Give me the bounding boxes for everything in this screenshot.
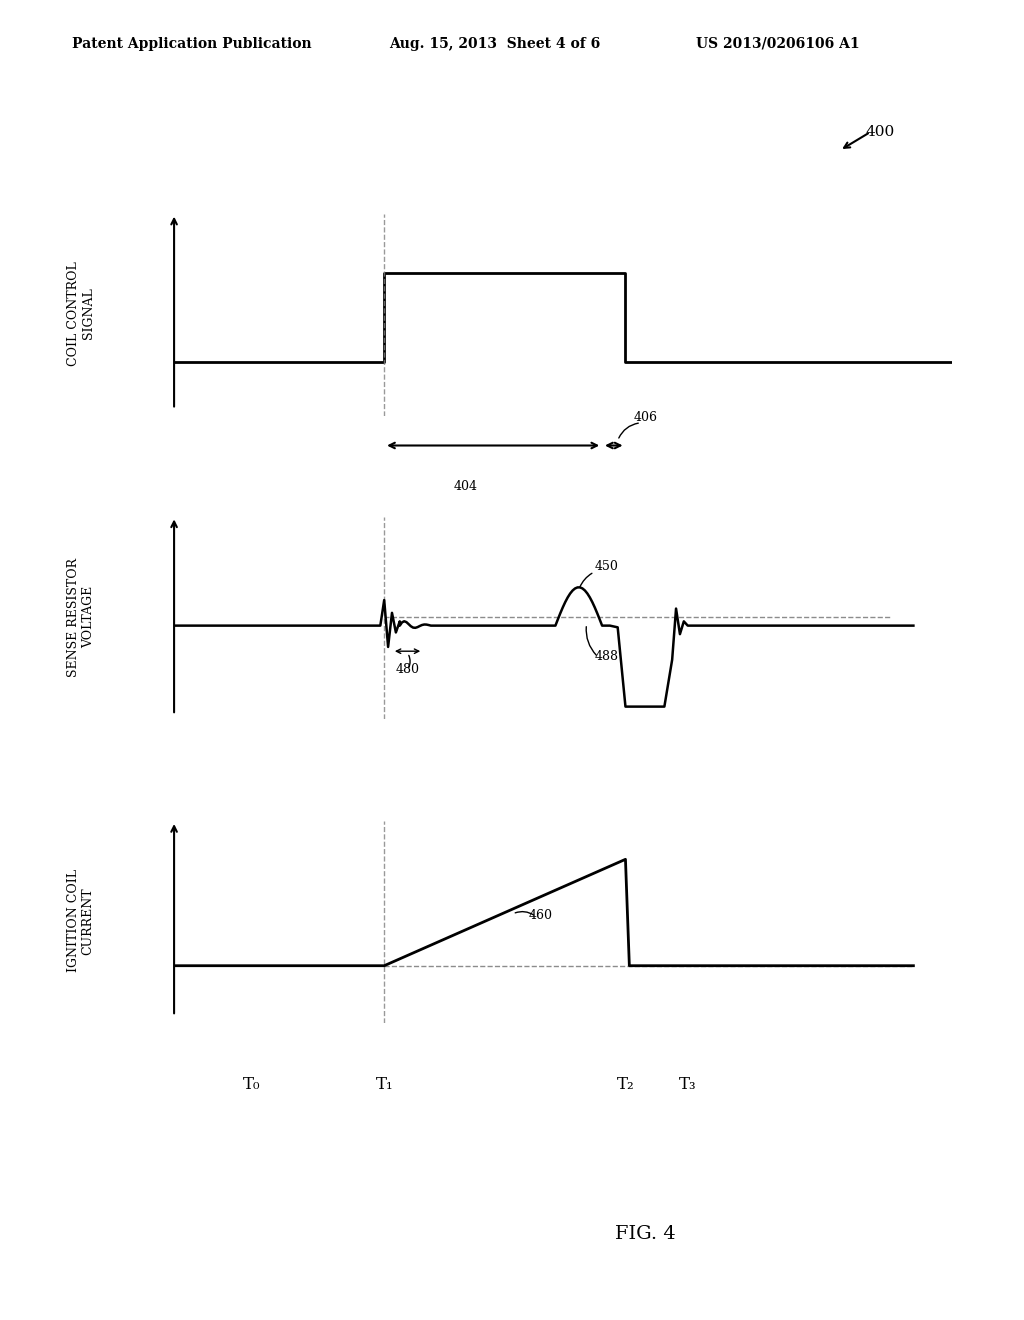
Text: 406: 406 <box>633 411 657 424</box>
Text: SENSE RESISTOR
VOLTAGE: SENSE RESISTOR VOLTAGE <box>67 557 94 677</box>
Text: Patent Application Publication: Patent Application Publication <box>72 37 311 51</box>
Text: COIL CONTROL
SIGNAL: COIL CONTROL SIGNAL <box>67 261 94 366</box>
Text: 400: 400 <box>865 125 895 139</box>
Text: T₀: T₀ <box>243 1076 261 1093</box>
Text: US 2013/0206106 A1: US 2013/0206106 A1 <box>696 37 860 51</box>
Text: FIG. 4: FIG. 4 <box>614 1225 676 1243</box>
Text: T₃: T₃ <box>679 1076 696 1093</box>
Text: 450: 450 <box>594 560 618 573</box>
Text: IGNITION COIL
CURRENT: IGNITION COIL CURRENT <box>67 869 94 973</box>
Text: 460: 460 <box>528 909 552 923</box>
Text: 480: 480 <box>395 663 420 676</box>
Text: 488: 488 <box>594 649 618 663</box>
Text: Aug. 15, 2013  Sheet 4 of 6: Aug. 15, 2013 Sheet 4 of 6 <box>389 37 600 51</box>
Text: T₂: T₂ <box>616 1076 634 1093</box>
Text: T₁: T₁ <box>376 1076 393 1093</box>
Text: 404: 404 <box>454 480 478 494</box>
